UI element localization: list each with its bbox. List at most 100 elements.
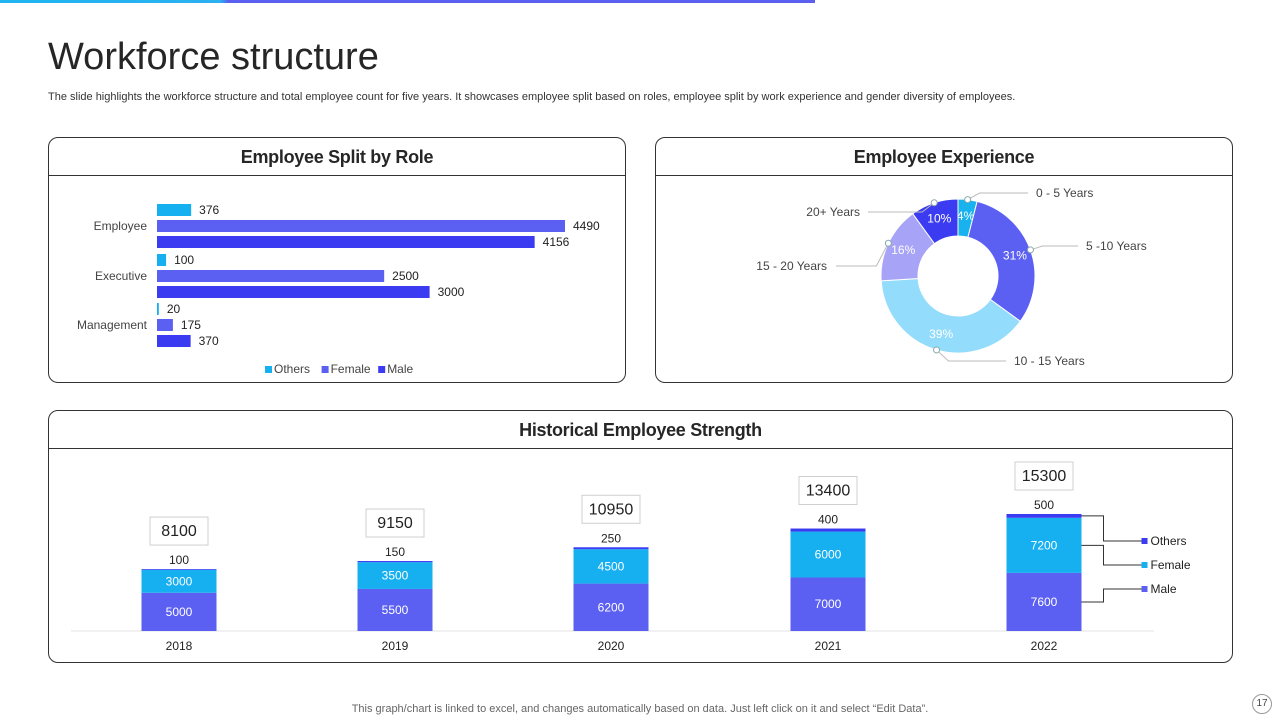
role-bar-value: 20 (167, 302, 181, 316)
history-legend-swatch (1141, 538, 1148, 544)
experience-slice (967, 200, 1036, 322)
experience-slice-value: 39% (929, 327, 953, 341)
history-category-label: 2022 (1031, 639, 1058, 653)
role-legend-label: Others (274, 362, 310, 376)
role-category-label: Employee (94, 219, 148, 233)
role-bar-value: 2500 (392, 269, 419, 283)
history-legend-swatch (1141, 586, 1148, 592)
history-bar-value: 4500 (598, 559, 625, 573)
role-bar-others (157, 254, 167, 266)
history-legend-connector (1081, 515, 1144, 542)
history-bar-value: 150 (385, 545, 405, 559)
role-legend-swatch (321, 366, 329, 373)
history-legend-connector (1081, 544, 1144, 566)
experience-leader-line (1030, 245, 1078, 251)
role-bar-value: 100 (174, 253, 194, 267)
role-bar-value: 4156 (543, 235, 570, 249)
role-bar-female (157, 270, 385, 282)
history-legend-swatch (1141, 562, 1148, 568)
page-subtitle: The slide highlights the workforce struc… (48, 91, 1016, 103)
history-bar-value: 7200 (1031, 538, 1058, 552)
role-bar-male (157, 236, 535, 248)
role-bar-others (157, 204, 192, 216)
history-category-label: 2019 (382, 639, 409, 653)
history-bar-male (1006, 572, 1082, 631)
history-total-box (149, 516, 209, 546)
page-number: 17 (1252, 694, 1272, 714)
history-bar-others (357, 561, 433, 563)
history-total-box (581, 494, 641, 524)
history-total-box (1014, 461, 1074, 491)
experience-slice-label: 0 - 5 Years (1036, 186, 1093, 200)
experience-slice-value: 31% (1003, 249, 1027, 263)
experience-leader-dot (964, 196, 972, 204)
experience-leader-dot (1026, 246, 1034, 254)
experience-leader-dot (933, 346, 941, 354)
role-bar-value: 370 (199, 334, 219, 348)
history-bar-male (141, 592, 217, 631)
history-chart[interactable]: 5000 3000 100 8100 2018 5500 3500 150 9150 2019 62… (49, 411, 1234, 664)
role-legend-label: Female (331, 362, 371, 376)
history-category-label: 2018 (166, 639, 193, 653)
experience-chart[interactable]: 4% 0 - 5 Years 31% 5 -10 Years 39% 10 - 15 Ye… (656, 138, 1234, 384)
experience-slice-value: 16% (891, 243, 915, 257)
role-bar-value: 4490 (573, 219, 600, 233)
history-total-value: 8100 (161, 523, 197, 540)
role-bar-female (157, 319, 173, 331)
history-bar-value: 250 (601, 531, 621, 545)
history-total-box (365, 508, 425, 538)
role-bar-male (157, 335, 191, 347)
experience-leader-line (868, 202, 935, 213)
history-bar-value: 5500 (382, 603, 409, 617)
role-legend-swatch (265, 366, 272, 373)
history-bar-female (141, 569, 217, 593)
history-category-label: 2021 (815, 639, 842, 653)
history-bar-value: 3000 (166, 574, 193, 588)
history-total-value: 9150 (377, 515, 413, 532)
history-category-label: 2020 (598, 639, 625, 653)
history-total-value: 15300 (1022, 468, 1067, 485)
experience-chart-panel[interactable]: Employee Experience 4% 0 - 5 Years 31% 5 -1… (655, 137, 1233, 383)
history-chart-panel[interactable]: Historical Employee Strength 5000 3000 100… (48, 410, 1233, 663)
role-bar-value: 376 (199, 203, 219, 217)
history-bar-female (790, 531, 866, 578)
experience-leader-line (967, 192, 1028, 201)
history-legend-label: Others (1151, 534, 1187, 548)
history-bar-value: 400 (818, 513, 838, 527)
history-bar-value: 6000 (815, 548, 842, 562)
history-bar-value: 7600 (1031, 595, 1058, 609)
experience-leader-dot (884, 239, 892, 247)
history-bar-others (1006, 514, 1082, 518)
experience-slice-label: 15 - 20 Years (756, 259, 827, 273)
history-bar-female (357, 562, 433, 589)
history-bar-value: 5000 (166, 605, 193, 619)
role-bar-value: 175 (181, 318, 201, 332)
role-category-label: Management (77, 318, 148, 332)
history-bar-male (790, 577, 866, 631)
history-bar-value: 3500 (382, 569, 409, 583)
experience-slice-value: 4% (957, 209, 975, 223)
history-bar-others (573, 547, 649, 550)
role-bar-value: 3000 (438, 285, 465, 299)
experience-leader-dot (930, 199, 938, 207)
history-legend-label: Male (1151, 582, 1177, 596)
experience-leader-line (836, 242, 889, 267)
history-bar-value: 7000 (815, 597, 842, 611)
footer-note: This graph/chart is linked to excel, and… (351, 703, 929, 715)
history-bar-others (141, 569, 217, 570)
page-title: Workforce structure (48, 36, 379, 78)
top-accent-bar (0, 0, 815, 3)
history-bar-others (790, 528, 866, 532)
history-legend-connector (1081, 588, 1144, 603)
history-bar-female (573, 549, 649, 584)
history-legend-label: Female (1151, 558, 1191, 572)
role-chart-title: Employee Split by Role (49, 138, 625, 176)
history-total-value: 10950 (589, 501, 634, 518)
role-chart-panel[interactable]: Employee Split by Role Employee 376 4490 41… (48, 137, 626, 383)
history-bar-value: 100 (169, 553, 189, 567)
role-legend-label: Male (387, 362, 413, 376)
role-category-label: Executive (95, 269, 147, 283)
experience-slice (880, 277, 1021, 354)
experience-slice-label: 5 -10 Years (1086, 239, 1147, 253)
